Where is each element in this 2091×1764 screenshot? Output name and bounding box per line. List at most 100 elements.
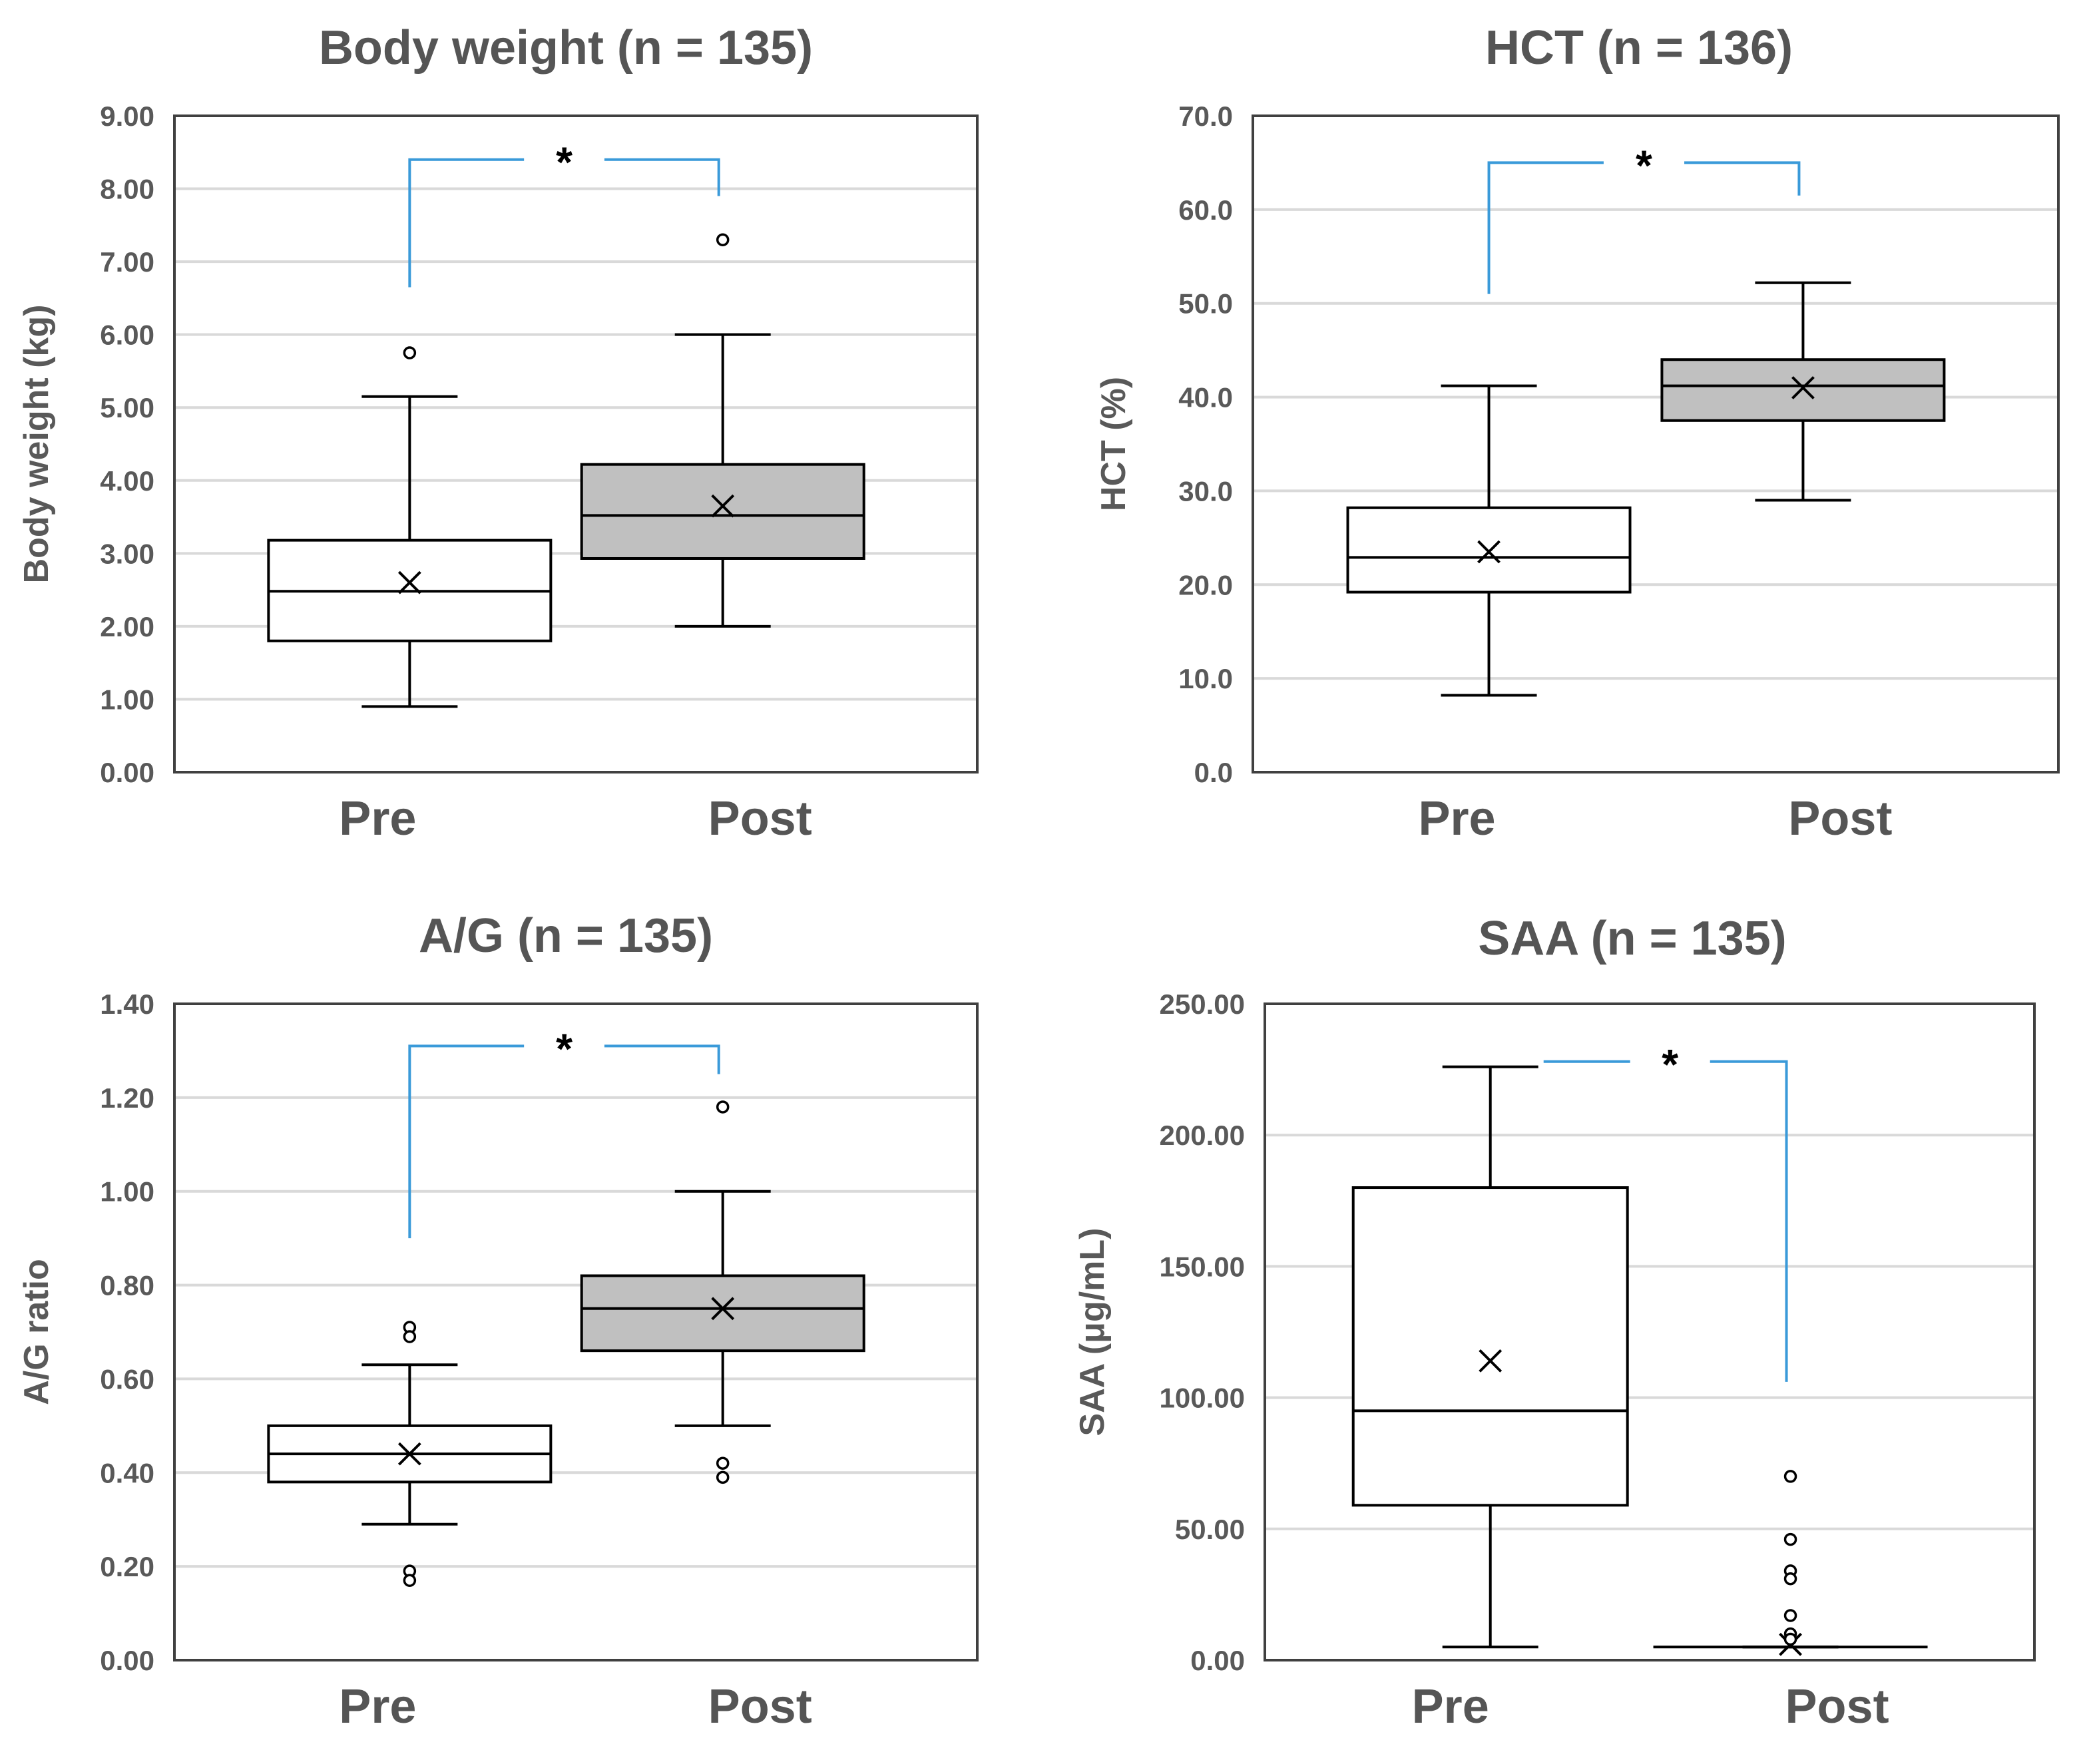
significance-bracket: * [408,1024,720,1239]
box-post [1653,1470,1928,1656]
y-tick-label: 40.0 [1178,382,1233,413]
mean-marker [1477,540,1501,564]
box-pre [267,346,553,708]
category-label: Post [708,1680,812,1733]
y-tick-label: 5.00 [100,392,154,423]
chart-title: Body weight (n = 135) [319,21,813,75]
category-label: Post [708,792,812,845]
y-tick-label: 7.00 [100,246,154,278]
y-tick-label: 8.00 [100,174,154,205]
outlier-point [716,233,730,246]
y-tick-label: 100.00 [1160,1383,1245,1414]
y-tick-label: 50.0 [1178,288,1233,320]
outlier-point [403,1574,417,1588]
mean-marker [711,1297,735,1321]
y-tick-label: 50.00 [1175,1514,1245,1545]
plot-frame [173,1002,979,1661]
plot-frame [173,114,979,773]
y-tick-label: 0.00 [100,1645,154,1676]
y-tick-label: 0.00 [1190,1645,1245,1676]
box-iqr [580,463,865,560]
y-tick-label: 1.00 [100,1176,154,1208]
chart-panel-4: 0.00 50.00 100.00 150.00 200.00 250.00 SAA (n … [1073,912,2036,1733]
y-tick-label: 60.0 [1178,194,1233,226]
y-tick-label: 0.40 [100,1457,154,1488]
y-tick-label: 1.40 [100,989,154,1020]
plot-frame [1264,1002,2036,1661]
chart-panel-1: 0.00 1.00 2.00 3.00 4.00 5.00 6.00 7.00 8.00 9.00… [17,21,979,845]
significance-star: * [1662,1040,1678,1088]
bracket-line-left [408,1044,525,1239]
chart-panel-3: 0.00 0.20 0.40 0.60 0.80 1.00 1.20 1.40 A/G (n =… [17,909,979,1733]
outlier-point [1783,1572,1797,1586]
box-pre [1351,1065,1629,1649]
y-tick-label: 0.60 [100,1363,154,1395]
category-label: Pre [1418,792,1495,845]
y-tick-label: 20.0 [1178,569,1233,600]
chart-title: A/G (n = 135) [419,909,713,963]
y-tick-label: 70.0 [1178,101,1233,132]
bracket-line-left [408,158,525,288]
y-axis-label: A/G ratio [17,1259,56,1405]
bracket-line-right [1684,161,1801,196]
significance-star: * [1636,141,1652,189]
outlier-point [716,1470,730,1484]
mean-marker [1479,1349,1503,1373]
outlier-point [1783,1609,1797,1622]
y-tick-label: 0.00 [100,757,154,788]
y-tick-label: 6.00 [100,320,154,351]
category-label: Pre [339,1680,416,1733]
bracket-line-right [604,1044,720,1074]
outlier-point [1783,1532,1797,1546]
y-tick-label: 0.20 [100,1551,154,1582]
outlier-point [403,346,417,359]
mean-marker [1791,376,1815,399]
box-pre [1346,384,1632,697]
bracket-line-right [604,158,720,196]
chart-panel-2: 0.0 10.0 20.0 30.0 40.0 50.0 60.0 70.0 HCT (n = … [1094,21,2060,845]
y-axis-label: Body weight (kg) [17,305,56,584]
y-tick-label: 9.00 [100,101,154,132]
box-iqr [580,1274,865,1353]
mean-marker [397,1442,421,1466]
box-post [580,1100,865,1484]
category-label: Pre [339,792,416,845]
y-tick-label: 4.00 [100,465,154,497]
significance-bracket: * [408,138,720,288]
y-tick-label: 250.00 [1160,989,1245,1020]
y-tick-label: 0.0 [1194,757,1233,788]
y-tick-label: 200.00 [1160,1120,1245,1151]
outlier-point [1783,1470,1797,1483]
box-post [580,233,865,628]
y-tick-label: 1.20 [100,1082,154,1114]
outlier-point [716,1100,730,1114]
mean-marker [397,570,421,594]
outlier-point [403,1330,417,1343]
bracket-line-right [1710,1060,1788,1382]
chart-title: SAA (n = 135) [1478,912,1786,965]
chart-title: HCT (n = 136) [1485,21,1793,75]
y-tick-label: 1.00 [100,684,154,715]
y-tick-label: 0.80 [100,1270,154,1301]
outlier-point [1783,1632,1797,1646]
box-pre [267,1321,553,1588]
category-label: Post [1785,1680,1889,1733]
y-tick-label: 150.00 [1160,1251,1245,1282]
y-axis-label: SAA (μg/mL) [1073,1228,1112,1436]
significance-bracket: * [1543,1040,1788,1382]
y-tick-label: 30.0 [1178,475,1233,507]
outlier-point [716,1456,730,1470]
category-label: Post [1788,792,1892,845]
y-tick-label: 2.00 [100,611,154,642]
y-tick-label: 10.0 [1178,663,1233,694]
plot-frame [1252,114,2060,773]
significance-bracket: * [1487,141,1801,294]
box-iqr [1660,358,1946,422]
y-tick-label: 3.00 [100,538,154,569]
bracket-line-left [1487,161,1604,294]
category-label: Pre [1412,1680,1489,1733]
box-iqr [1351,1186,1629,1507]
significance-star: * [556,1024,573,1072]
box-post [1660,281,1946,502]
